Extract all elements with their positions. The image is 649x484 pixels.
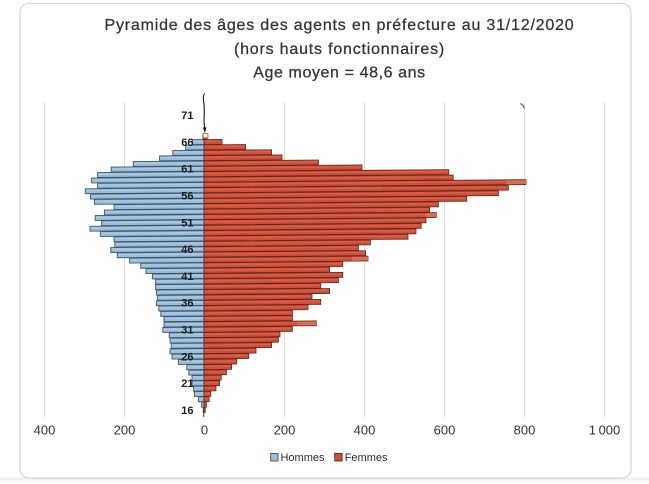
svg-text:200: 200 (114, 423, 136, 438)
svg-text:800: 800 (514, 423, 536, 438)
svg-text:41: 41 (181, 271, 193, 283)
svg-text:Hommes: Hommes (281, 452, 326, 464)
svg-text:400: 400 (354, 423, 376, 438)
svg-text:400: 400 (34, 423, 56, 438)
svg-text:200: 200 (274, 423, 296, 438)
svg-text:46: 46 (181, 244, 193, 256)
svg-text:1 000: 1 000 (589, 423, 621, 438)
svg-text:0: 0 (201, 423, 208, 438)
svg-text:66: 66 (181, 137, 193, 149)
svg-text:36: 36 (181, 298, 193, 310)
svg-text:31: 31 (181, 325, 193, 337)
svg-text:71: 71 (181, 110, 193, 122)
svg-text:Femmes: Femmes (345, 452, 388, 464)
svg-text:51: 51 (181, 217, 193, 229)
svg-text:26: 26 (181, 351, 193, 363)
svg-text:16: 16 (181, 405, 193, 417)
svg-text:(hors hauts fonctionnaires): (hors hauts fonctionnaires) (234, 41, 445, 58)
svg-text:56: 56 (181, 191, 193, 203)
svg-text:600: 600 (434, 423, 456, 438)
svg-text:Pyramide des âges des agents e: Pyramide des âges des agents en préfectu… (105, 17, 575, 34)
svg-text:21: 21 (181, 378, 193, 390)
svg-text:Age moyen = 48,6 ans: Age moyen = 48,6 ans (253, 65, 426, 82)
svg-text:61: 61 (181, 164, 193, 176)
